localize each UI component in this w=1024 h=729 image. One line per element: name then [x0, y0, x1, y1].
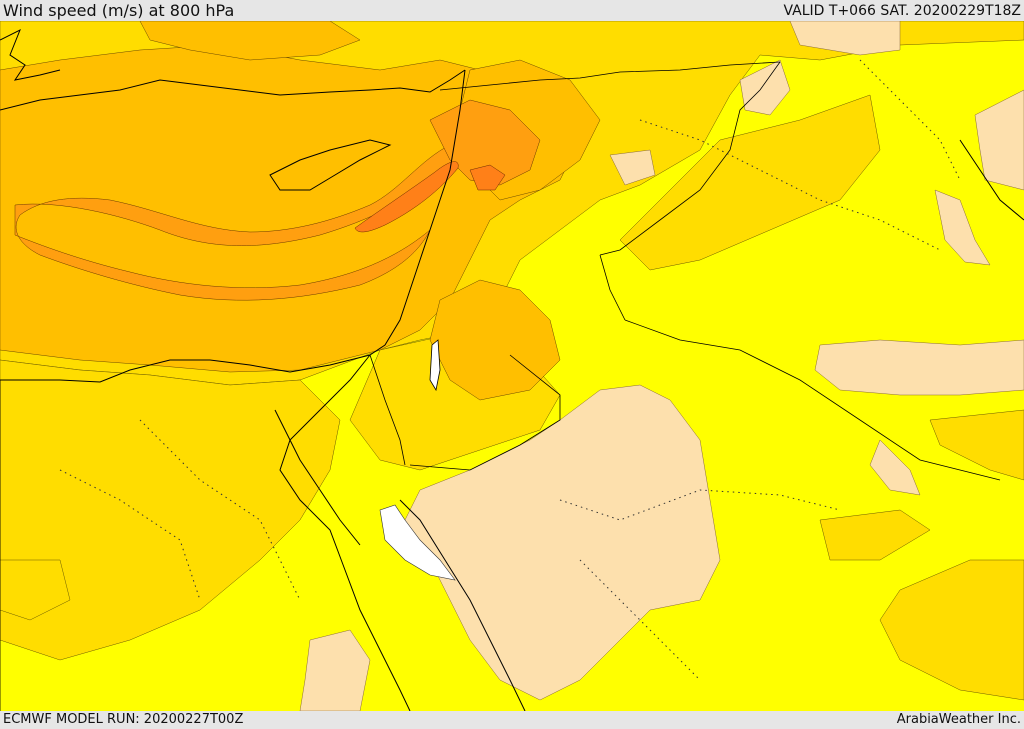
moderate-region-west-arm: [0, 559, 71, 621]
no-data-region: [379, 504, 456, 581]
stronger-region-jet-core: [14, 144, 456, 301]
coastline-cyprus: [269, 139, 392, 191]
calm-region-syria-desert: [609, 149, 656, 186]
model-run-label: ECMWF MODEL RUN: 20200227T00Z: [3, 712, 244, 727]
border-iraq-saudi: [624, 319, 1001, 481]
internal-boundary-saudi: [559, 489, 841, 521]
calm-region-southeast-gulf: [869, 439, 921, 496]
strongest-wind-regions: [354, 161, 506, 233]
moderate-region-iraq: [619, 94, 881, 271]
header-bar: Wind speed (m/s) at 800 hPa VALID T+066 …: [0, 0, 1024, 21]
strong-region-anatolia: [139, 21, 361, 61]
moderate-region-far-southeast: [879, 559, 1024, 701]
coastline-aegean: [0, 28, 61, 81]
strongest-region-levant: [469, 164, 506, 191]
border-turkey-syria: [439, 61, 781, 91]
border-iran-iraq: [599, 61, 781, 256]
strong-region-jordan: [429, 279, 561, 401]
border-jordan-saudi: [409, 354, 561, 471]
coastline-sinai-west: [279, 354, 411, 711]
coastline-persian-gulf: [959, 139, 1024, 221]
coastline-levant: [369, 69, 466, 356]
political-borders: [0, 61, 1001, 711]
coastline-red-sea-east: [399, 499, 526, 711]
coastline-turkey-south: [0, 69, 466, 111]
moderate-region-east: [929, 409, 1024, 481]
border-syria-iraq: [599, 254, 626, 321]
calm-region-iran: [739, 59, 791, 116]
calm-region-northeast: [789, 21, 901, 56]
calm-region-far-east: [974, 89, 1024, 191]
moderate-region-southeast: [819, 509, 931, 561]
wind-speed-map: [0, 21, 1024, 711]
internal-boundary-egypt-west: [59, 469, 201, 601]
valid-time: VALID T+066 SAT. 20200229T18Z: [783, 3, 1021, 19]
moderate-region-egypt: [0, 359, 341, 661]
border-egypt-israel: [369, 354, 406, 466]
coastline-egypt-north: [0, 354, 371, 383]
map-title: Wind speed (m/s) at 800 hPa: [3, 1, 235, 20]
credit-label: ArabiaWeather Inc.: [896, 712, 1021, 727]
internal-boundary-iran: [859, 59, 961, 181]
calm-region-arabia: [399, 384, 721, 701]
footer-bar: ECMWF MODEL RUN: 20200227T00Z ArabiaWeat…: [0, 711, 1024, 729]
strongest-region-jet: [354, 161, 459, 233]
internal-boundary-saudi-south: [579, 559, 701, 681]
calm-region-iraq-east: [814, 339, 1024, 396]
dead-sea: [429, 339, 441, 392]
calm-region-south: [299, 629, 371, 711]
coastline-gulf-of-suez: [274, 409, 361, 546]
coastlines: [0, 28, 1024, 711]
calm-wind-regions: [299, 21, 1024, 711]
calm-region-zagros: [934, 189, 991, 266]
internal-boundaries: [59, 59, 961, 681]
